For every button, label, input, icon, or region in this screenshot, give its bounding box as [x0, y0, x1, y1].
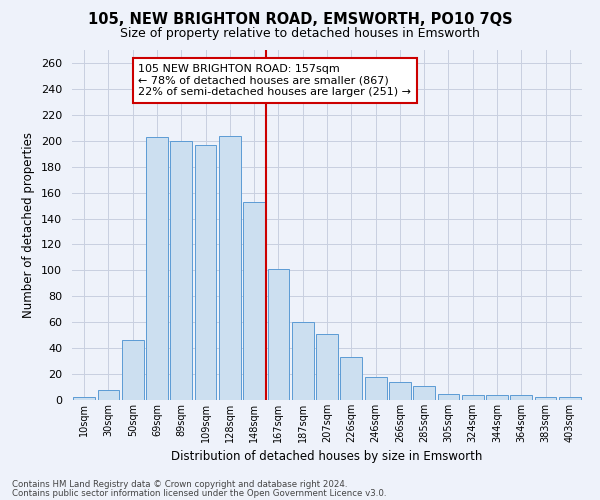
Text: Contains public sector information licensed under the Open Government Licence v3: Contains public sector information licen…: [12, 488, 386, 498]
Bar: [243, 202, 265, 400]
Bar: [73, 398, 95, 400]
Bar: [437, 394, 460, 400]
Bar: [122, 340, 143, 400]
Bar: [486, 395, 508, 400]
X-axis label: Distribution of detached houses by size in Emsworth: Distribution of detached houses by size …: [172, 450, 482, 464]
Bar: [511, 395, 532, 400]
Y-axis label: Number of detached properties: Number of detached properties: [22, 132, 35, 318]
Bar: [194, 144, 217, 400]
Bar: [97, 390, 119, 400]
Bar: [389, 382, 411, 400]
Bar: [268, 269, 289, 400]
Bar: [462, 395, 484, 400]
Bar: [340, 357, 362, 400]
Bar: [535, 398, 556, 400]
Bar: [559, 398, 581, 400]
Text: Size of property relative to detached houses in Emsworth: Size of property relative to detached ho…: [120, 28, 480, 40]
Text: 105 NEW BRIGHTON ROAD: 157sqm
← 78% of detached houses are smaller (867)
22% of : 105 NEW BRIGHTON ROAD: 157sqm ← 78% of d…: [139, 64, 412, 97]
Bar: [170, 140, 192, 400]
Bar: [365, 376, 386, 400]
Bar: [219, 136, 241, 400]
Bar: [146, 137, 168, 400]
Bar: [413, 386, 435, 400]
Text: 105, NEW BRIGHTON ROAD, EMSWORTH, PO10 7QS: 105, NEW BRIGHTON ROAD, EMSWORTH, PO10 7…: [88, 12, 512, 28]
Bar: [292, 322, 314, 400]
Text: Contains HM Land Registry data © Crown copyright and database right 2024.: Contains HM Land Registry data © Crown c…: [12, 480, 347, 489]
Bar: [316, 334, 338, 400]
